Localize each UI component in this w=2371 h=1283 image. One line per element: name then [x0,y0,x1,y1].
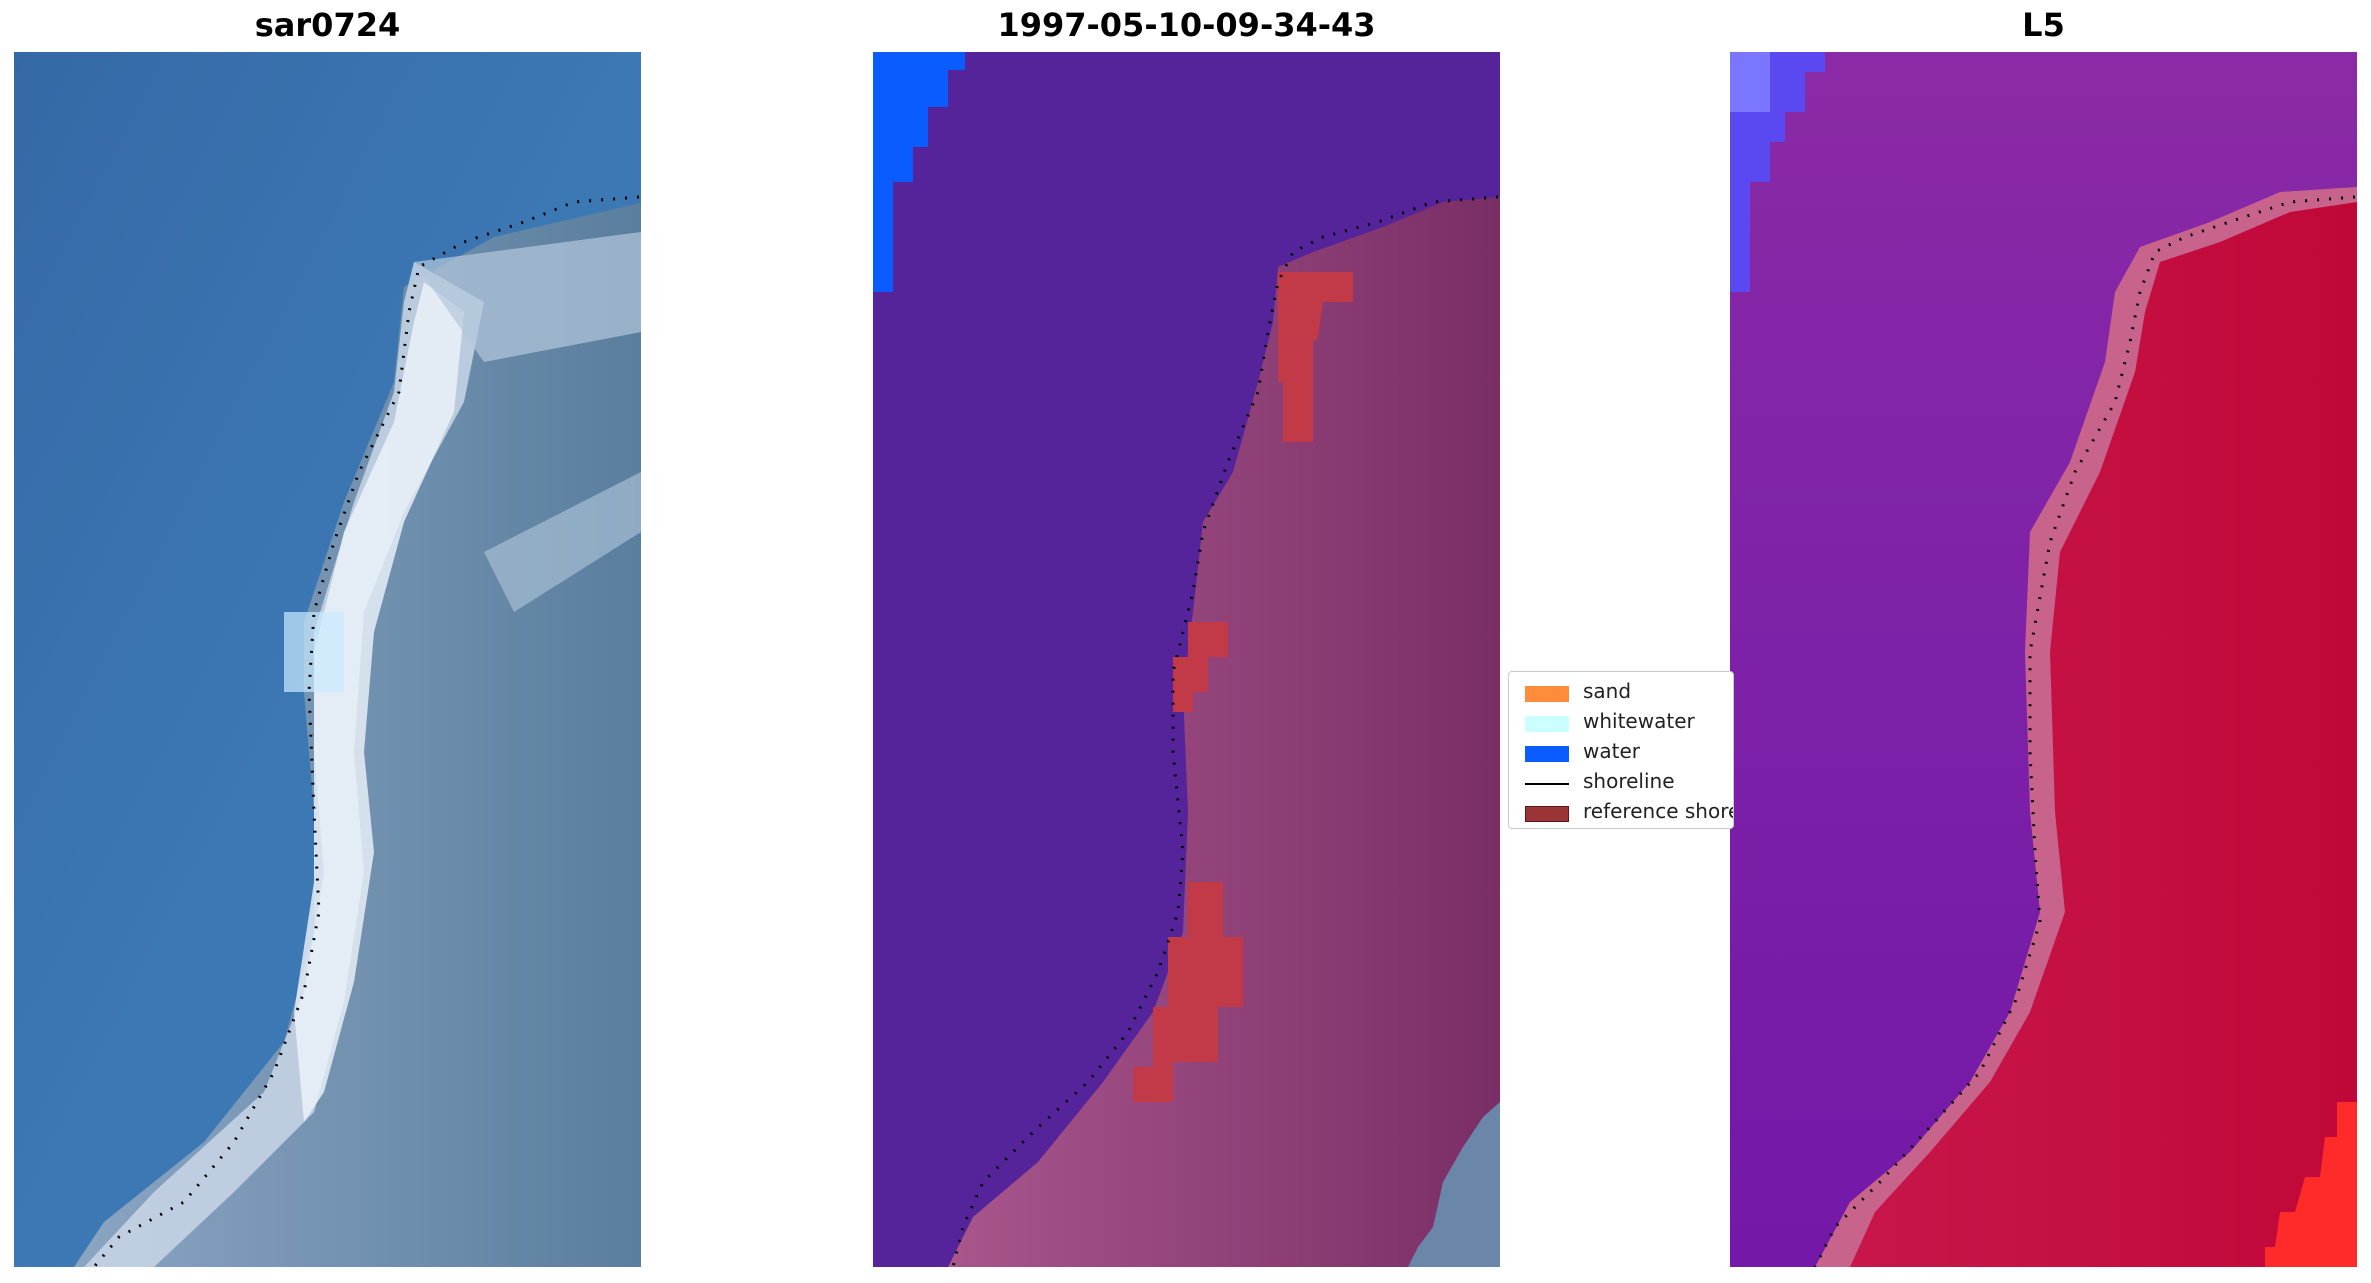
shoreline-line-icon [1525,783,1569,785]
panel-title-classification: 1997-05-10-09-34-43 [997,6,1376,44]
water-swatch-icon [1525,746,1569,762]
sand-swatch-icon [1525,686,1569,702]
bright-red-patch [2265,1102,2357,1267]
surf-offshoot [414,232,641,362]
legend-label: water [1583,739,1640,763]
legend-item-water: water [1517,738,1733,764]
water-class-patch [873,52,965,292]
land-index-area [1850,202,2357,1267]
surf-offshoot-2 [484,472,641,612]
shoreline-overlay [1813,195,2356,1267]
land-bluegray-patch [1408,1102,1500,1267]
reference-swatch-icon [1525,806,1569,822]
classification-panel [873,52,1500,1267]
reference-buffer-mid [1173,622,1228,712]
panel-title-satellite: sar0724 [254,6,401,44]
surf-bright [294,282,464,1122]
satellite-image-panel [14,52,641,1267]
deep-water-highlight [1730,52,1770,112]
land-class-area [948,197,1500,1267]
whitewater-swatch-icon [1525,716,1569,732]
reference-buffer-bottom [1133,882,1243,1102]
legend-label: sand [1583,679,1632,703]
legend-item-shoreline: shoreline [1517,768,1733,794]
legend-label: shoreline [1583,769,1675,793]
legend-label: whitewater [1583,709,1695,733]
legend-item-reference-shoreline: reference shoreline [1517,798,1733,824]
surf-highlight [284,612,344,692]
panel-title-index: L5 [2022,6,2065,44]
shoreline-overlay [951,195,1499,1267]
legend-item-whitewater: whitewater [1517,708,1733,734]
legend-label: reference shoreline [1583,799,1733,823]
legend: sand whitewater water shoreline referenc… [1508,671,1734,829]
legend-item-sand: sand [1517,678,1733,704]
reference-buffer-top [1278,272,1353,442]
index-image-panel [1730,52,2357,1267]
